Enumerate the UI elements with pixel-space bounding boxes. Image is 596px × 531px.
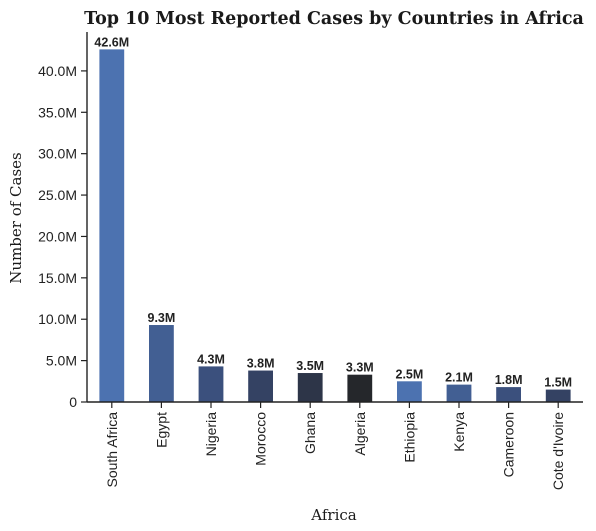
data-label: 1.5M xyxy=(544,376,572,390)
x-tick-label: Ghana xyxy=(302,412,318,454)
x-tick-label: Nigeria xyxy=(203,412,219,457)
bar xyxy=(397,381,422,402)
bar xyxy=(545,389,571,402)
y-tick-label: 30.0M xyxy=(38,146,77,162)
y-tick-label: 5.0M xyxy=(46,353,77,369)
y-tick-label: 25.0M xyxy=(38,187,77,203)
bar xyxy=(99,49,125,403)
y-tick-label: 35.0M xyxy=(38,104,77,120)
data-label: 3.8M xyxy=(247,357,275,371)
bar xyxy=(198,366,224,402)
y-axis-label: Number of Cases xyxy=(7,152,25,283)
x-axis-label: Africa xyxy=(310,506,356,524)
chart-title: Top 10 Most Reported Cases by Countries … xyxy=(84,9,584,29)
x-tick-label: Kenya xyxy=(451,412,467,452)
data-label: 1.8M xyxy=(495,373,523,387)
bar xyxy=(446,384,472,402)
data-label: 3.3M xyxy=(346,361,374,375)
data-label: 42.6M xyxy=(94,35,129,49)
bar xyxy=(297,373,323,402)
bar xyxy=(347,374,373,402)
x-tick-label: Egypt xyxy=(153,412,169,448)
x-tick-label: Ethiopia xyxy=(401,412,417,463)
x-tick-label: Morocco xyxy=(253,412,269,466)
x-tick-label: Cote d'Ivoire xyxy=(550,412,566,490)
bar xyxy=(149,325,174,402)
y-tick-label: 10.0M xyxy=(38,311,77,327)
y-tick-label: 15.0M xyxy=(38,270,77,286)
x-tick-label: South Africa xyxy=(104,412,120,488)
x-tick-label: Cameroon xyxy=(501,412,517,477)
data-label: 3.5M xyxy=(296,359,324,373)
y-tick-label: 20.0M xyxy=(38,228,77,244)
bar xyxy=(248,370,273,402)
plot-area: 42.6M South Africa 9.3M Egypt 4.3M Nigeria 3.8… xyxy=(38,32,583,490)
bar xyxy=(496,387,521,402)
y-tick-label: 0 xyxy=(69,394,77,410)
data-label: 2.5M xyxy=(396,367,424,381)
y-tick-label: 40.0M xyxy=(38,63,77,79)
data-label: 4.3M xyxy=(197,352,225,366)
data-label: 2.1M xyxy=(445,371,473,385)
x-tick-label: Algeria xyxy=(352,412,368,456)
data-label: 9.3M xyxy=(148,311,176,325)
